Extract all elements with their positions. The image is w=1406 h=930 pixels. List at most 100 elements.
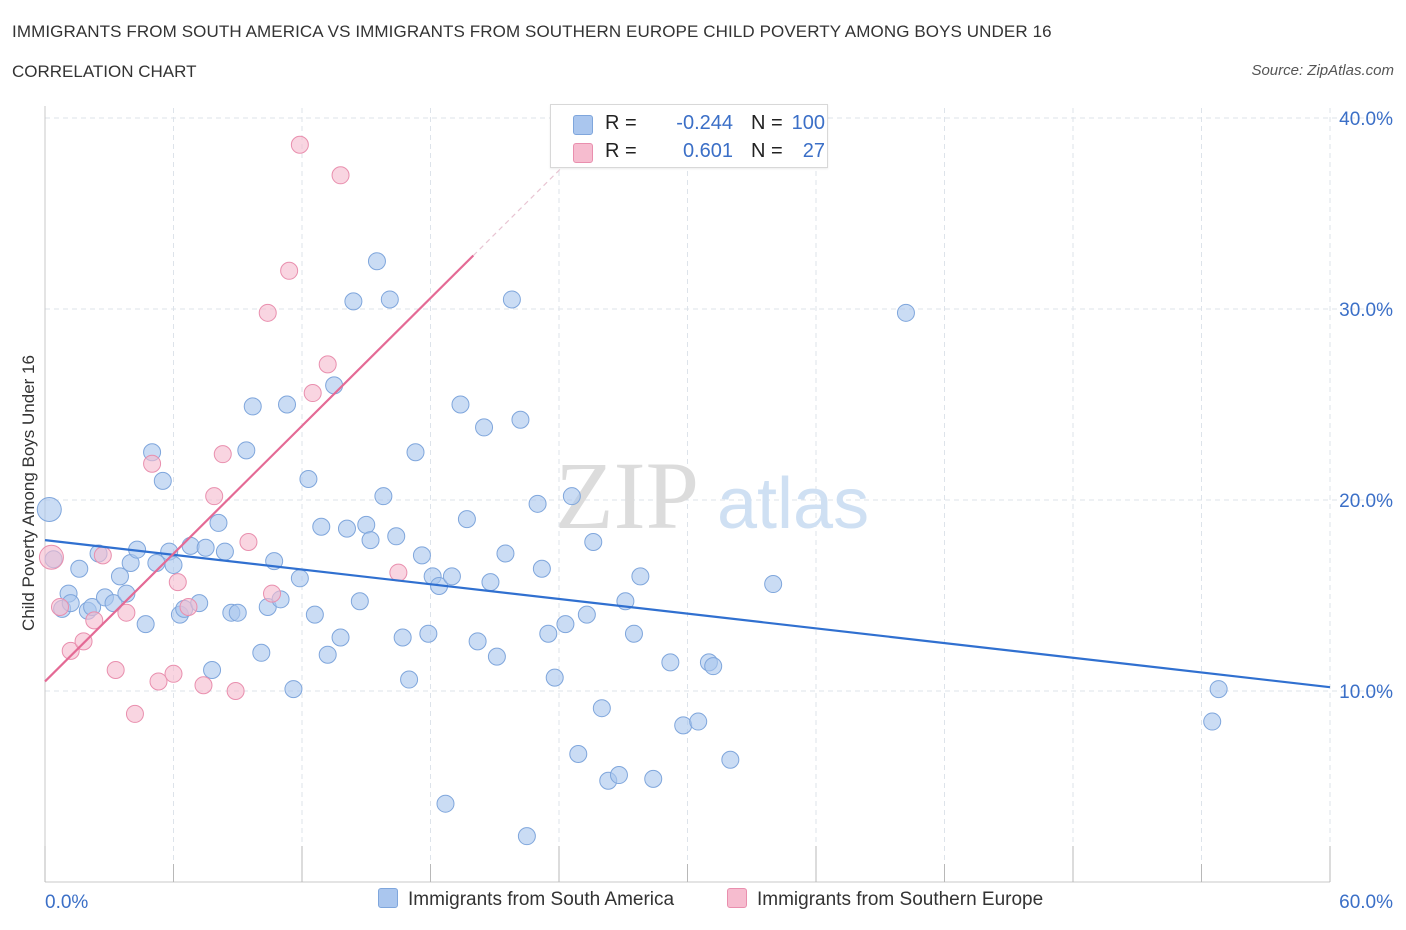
south-america-point <box>331 628 350 647</box>
chart-title: IMMIGRANTS FROM SOUTH AMERICA VS IMMIGRA… <box>12 22 1052 41</box>
south-america-point <box>387 527 406 546</box>
south-america-point <box>299 469 318 488</box>
southern-europe-trendline <box>44 254 475 683</box>
south-america-point <box>312 517 331 536</box>
south-america-point <box>661 653 680 672</box>
southern-europe-point <box>290 135 309 154</box>
south-america-point <box>104 594 123 613</box>
south-america-point <box>400 670 419 689</box>
south-america-point <box>361 531 380 550</box>
south-america-point <box>496 544 515 563</box>
south-america-point <box>412 546 431 565</box>
y-tick-label: 10.0% <box>1339 682 1393 703</box>
south-america-point <box>110 567 129 586</box>
south-america-point <box>528 494 547 513</box>
bottom-legend-swatch-blue <box>378 888 398 908</box>
south-america-point <box>243 397 262 416</box>
axes <box>44 106 1331 883</box>
south-america-point <box>252 643 271 662</box>
southern-europe-point <box>93 546 112 565</box>
south-america-point <box>577 605 596 624</box>
legend-r-value: 0.601 <box>682 140 733 162</box>
southern-europe-point <box>74 632 93 651</box>
south-america-point <box>487 647 506 666</box>
south-america-point <box>436 794 455 813</box>
southern-europe-point <box>38 544 64 570</box>
southern-europe-point <box>205 487 224 506</box>
south-america-point <box>325 376 344 395</box>
south-america-point <box>181 536 200 555</box>
south-america-point <box>318 645 337 664</box>
south-america-point <box>357 515 376 534</box>
south-america-point <box>278 395 297 414</box>
southern-europe-point <box>194 676 213 695</box>
southern-europe-point <box>179 597 198 616</box>
south-america-point <box>380 290 399 309</box>
south-america-point <box>539 624 558 643</box>
south-america-point <box>419 624 438 643</box>
south-america-point <box>367 252 386 271</box>
south-america-trendline <box>44 539 1331 689</box>
south-america-point <box>624 624 643 643</box>
southern-europe-point <box>61 641 80 660</box>
y-tick-label: 20.0% <box>1339 491 1393 512</box>
southern-europe-point <box>263 584 282 603</box>
south-america-point <box>305 605 324 624</box>
south-america-point <box>592 699 611 718</box>
south-america-point <box>644 769 663 788</box>
southern-europe-point <box>331 166 350 185</box>
southern-europe-point <box>226 682 245 700</box>
south-america-point <box>481 573 500 592</box>
y-tick-label: 40.0% <box>1339 109 1393 130</box>
southern-europe-point <box>303 384 322 403</box>
south-america-point <box>584 533 603 552</box>
y-axis-label: Child Poverty Among Boys Under 16 <box>19 355 38 631</box>
x-tick-label-max: 60.0% <box>1339 892 1393 913</box>
south-america-point <box>196 538 215 557</box>
stats-legend: R = -0.244 N = 100 R = 0.601 N = 27 <box>550 104 828 168</box>
southern-europe-point <box>239 533 258 552</box>
south-america-point <box>1203 712 1222 731</box>
legend-swatch-pink <box>573 143 593 163</box>
south-america-point <box>511 410 530 429</box>
south-america-point <box>502 290 521 309</box>
south-america-point <box>344 292 363 311</box>
south-america-point <box>215 542 234 561</box>
south-america-point <box>764 575 783 594</box>
southern-europe-point <box>389 563 408 582</box>
south-america-point <box>337 519 356 538</box>
south-america-point <box>609 766 628 785</box>
south-america-point <box>203 660 222 679</box>
south-america-point <box>569 745 588 764</box>
southern-europe-point <box>258 303 277 322</box>
south-america-point <box>36 497 62 523</box>
south-america-point <box>517 827 536 846</box>
south-america-point <box>70 559 89 578</box>
grid-lines <box>45 108 1395 882</box>
southern-europe-point <box>106 660 125 679</box>
legend-n-label: N = <box>751 140 783 162</box>
southern-europe-point <box>117 603 136 622</box>
south-america-point <box>209 513 228 532</box>
southern-europe-point <box>50 597 69 616</box>
southern-europe-point <box>143 454 162 473</box>
bottom-legend-label: Immigrants from Southern Europe <box>757 889 1044 910</box>
south-america-point <box>228 603 247 622</box>
south-america-point <box>374 487 393 506</box>
south-america-point <box>468 632 487 651</box>
south-america-point <box>284 680 303 699</box>
south-america-point <box>451 395 470 414</box>
bottom-legend-south-america: Immigrants from South America <box>378 888 674 911</box>
chart-subtitle: CORRELATION CHART <box>12 62 197 81</box>
bottom-legend-swatch-pink <box>727 888 747 908</box>
y-tick-label: 30.0% <box>1339 300 1393 321</box>
southern-europe-point <box>85 611 104 630</box>
south-america-point <box>350 592 369 611</box>
watermark: ZIP atlas <box>555 442 869 549</box>
legend-swatch-blue <box>573 115 593 135</box>
southern-europe-point <box>164 664 183 683</box>
southern-europe-point <box>213 445 232 464</box>
south-america-point <box>562 487 581 506</box>
legend-r-label: R = <box>605 140 637 162</box>
legend-r-value: -0.244 <box>676 112 733 134</box>
